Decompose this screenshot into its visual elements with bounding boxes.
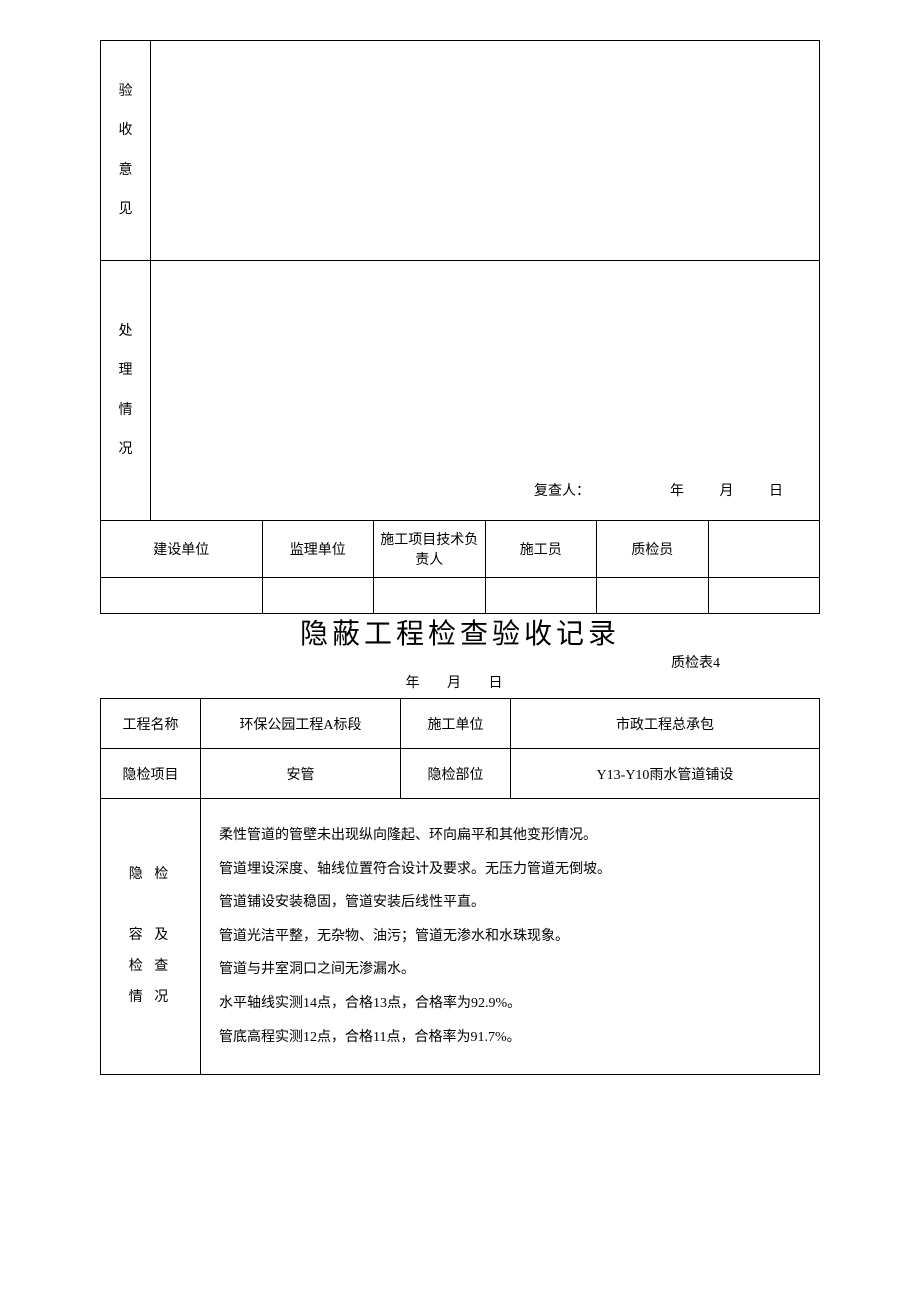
sig-val-blank [708,578,820,614]
construction-unit-label: 施工单位 [401,699,511,749]
handling-status-cell: 复查人： 年 月 日 [151,261,820,521]
sig-header-constructor: 施工员 [485,521,597,578]
sig-val-qc [597,578,709,614]
approval-opinion-cell [151,41,820,261]
sig-val-supervisor [262,578,374,614]
signature-value-row [101,578,820,614]
reviewer-label: 复查人： [534,484,590,499]
document-title: 隐蔽工程检查验收记录 [100,612,820,652]
hidden-item-value: 安管 [201,749,401,799]
sig-header-supervisor: 监理单位 [262,521,374,578]
construction-unit-value: 市政工程总承包 [511,699,820,749]
inspection-line: 管道与井室洞口之间无渗漏水。 [219,953,801,987]
document-subtitle: 质检表4 [671,652,720,672]
date-line: 年 月 日 [100,672,820,692]
project-name-label: 工程名称 [101,699,201,749]
sig-header-tech-lead: 施工项目技术负责人 [374,521,486,578]
signature-header-row: 建设单位 监理单位 施工项目技术负责人 施工员 质检员 [101,521,820,578]
inspection-line: 水平轴线实测14点，合格13点，合格率为92.9%。 [219,987,801,1021]
sig-val-builder [101,578,263,614]
hidden-item-label: 隐检项目 [101,749,201,799]
inspection-content-cell: 柔性管道的管壁未出现纵向隆起、环向扁平和其他变形情况。 管道埋设深度、轴线位置符… [201,799,820,1075]
reviewer-date: 年 月 日 [670,484,799,499]
approval-table: 验 收 意 见 处 理 情 况 复查人： 年 月 日 建设单位 监理单位 施工项目… [100,40,820,614]
inspection-table: 工程名称 环保公园工程A标段 施工单位 市政工程总承包 隐检项目 安管 隐检部位… [100,698,820,1075]
inspection-line: 柔性管道的管壁未出现纵向隆起、环向扁平和其他变形情况。 [219,819,801,853]
inspection-line: 管道埋设深度、轴线位置符合设计及要求。无压力管道无倒坡。 [219,853,801,887]
approval-opinion-label: 验 收 意 见 [101,41,151,261]
sig-val-tech-lead [374,578,486,614]
hidden-part-label: 隐检部位 [401,749,511,799]
handling-status-label: 处 理 情 况 [101,261,151,521]
inspection-line: 管道光洁平整，无杂物、油污；管道无渗水和水珠现象。 [219,920,801,954]
inspection-side-label: 隐 检 容 及 检 查 情 况 [101,799,201,1075]
project-name-value: 环保公园工程A标段 [201,699,401,749]
sig-val-constructor [485,578,597,614]
sig-header-blank [708,521,820,578]
hidden-part-value: Y13-Y10雨水管道铺设 [511,749,820,799]
inspection-line: 管底高程实测12点，合格11点，合格率为91.7%。 [219,1021,801,1055]
inspection-line: 管道铺设安装稳固，管道安装后线性平直。 [219,886,801,920]
sig-header-builder: 建设单位 [101,521,263,578]
sig-header-qc: 质检员 [597,521,709,578]
